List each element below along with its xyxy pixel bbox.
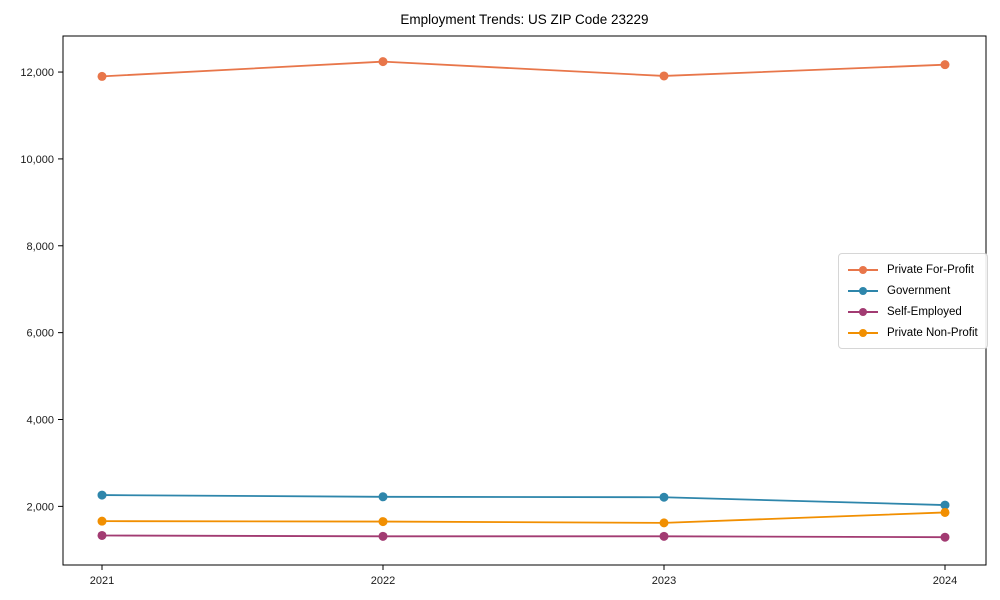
x-axis-tick-label: 2022 — [371, 575, 395, 587]
legend-marker-icon — [848, 286, 878, 296]
y-axis-tick-label: 4,000 — [26, 415, 54, 427]
series-marker-self-employed — [940, 532, 950, 542]
series-marker-private-non-profit — [659, 518, 669, 528]
legend-marker-icon — [848, 265, 878, 275]
series-line-private-non-profit — [101, 511, 946, 524]
chart-title: Employment Trends: US ZIP Code 23229 — [400, 12, 649, 27]
series-marker-self-employed — [97, 530, 107, 540]
legend-item-private-for-profit: Private For-Profit — [848, 261, 978, 278]
legend-label-self-employed: Self-Employed — [887, 305, 962, 318]
series-marker-government — [940, 500, 950, 510]
x-axis-tick-label: 2023 — [652, 575, 676, 587]
series-marker-private-non-profit — [940, 507, 950, 517]
series-marker-government — [378, 492, 388, 502]
legend-item-private-non-profit: Private Non-Profit — [848, 324, 978, 341]
legend-sample-dot — [859, 265, 867, 274]
series-marker-private-for-profit — [940, 60, 950, 70]
y-axis-tick-label: 12,000 — [20, 67, 54, 79]
legend-sample-dot — [859, 307, 867, 316]
legend-label-private-for-profit: Private For-Profit — [887, 263, 974, 276]
series-line-government — [101, 494, 946, 506]
legend-sample-dot — [859, 328, 867, 337]
y-axis-tick-label: 2,000 — [26, 501, 54, 513]
legend-sample-dot — [859, 286, 867, 295]
y-axis-tick-label: 10,000 — [20, 154, 54, 166]
legend: Private For-Profit Government Self-Employe… — [838, 253, 988, 349]
series-marker-private-for-profit — [378, 57, 388, 67]
legend-item-government: Government — [848, 282, 978, 299]
x-axis-tick-label: 2024 — [933, 575, 957, 587]
y-axis-tick-label: 8,000 — [26, 241, 54, 253]
series-marker-private-for-profit — [659, 71, 669, 81]
legend-marker-icon — [848, 328, 878, 338]
series-marker-private-non-profit — [378, 517, 388, 527]
y-axis-tick-label: 6,000 — [26, 328, 54, 340]
legend-item-self-employed: Self-Employed — [848, 303, 978, 320]
series-line-private-for-profit — [101, 60, 946, 78]
series-marker-self-employed — [378, 531, 388, 541]
legend-marker-icon — [848, 307, 878, 317]
legend-label-private-non-profit: Private Non-Profit — [887, 326, 978, 339]
series-marker-self-employed — [659, 531, 669, 541]
series-marker-private-non-profit — [97, 516, 107, 526]
series-line-self-employed — [101, 534, 946, 539]
series-marker-private-for-profit — [97, 71, 107, 81]
series-marker-government — [659, 492, 669, 502]
legend-label-government: Government — [887, 284, 951, 297]
x-axis-tick-label: 2021 — [90, 575, 114, 587]
series-marker-government — [97, 490, 107, 500]
